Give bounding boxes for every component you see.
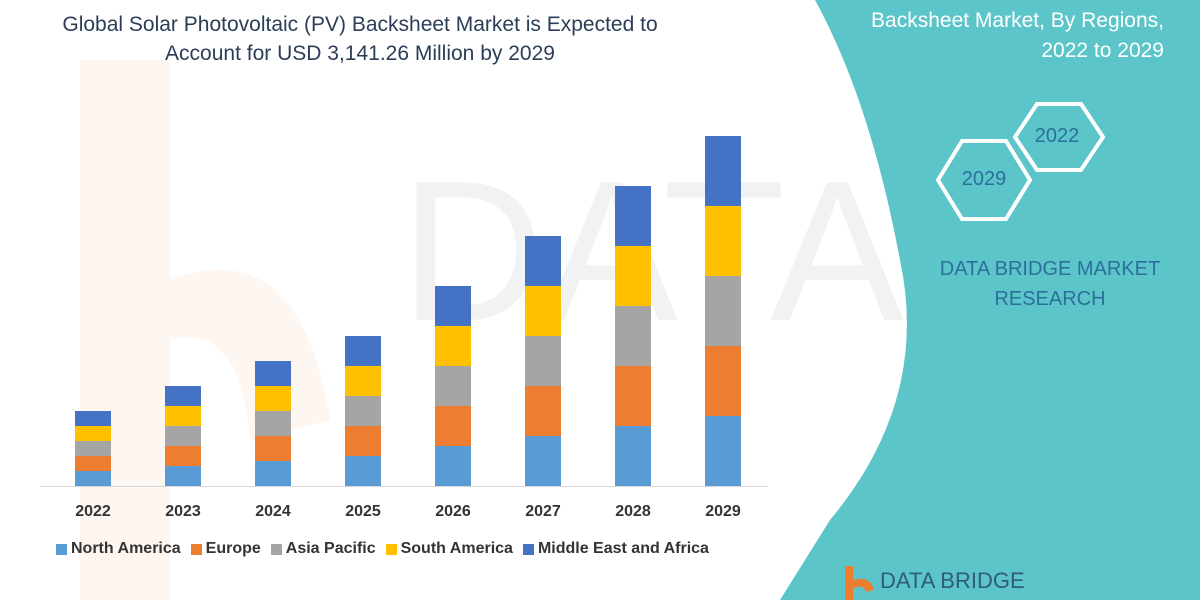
legend-label: South America	[400, 540, 513, 557]
bar-2023-europe	[165, 446, 201, 466]
legend-label: Middle East and Africa	[537, 540, 709, 557]
x-tick-2029: 2029	[705, 503, 741, 520]
bar-2028-asia-pacific	[615, 306, 651, 366]
x-tick-2028: 2028	[615, 503, 651, 520]
bar-2029-europe	[705, 346, 741, 416]
legend-swatch	[385, 543, 397, 555]
x-tick-2025: 2025	[345, 503, 381, 520]
legend-item: North America	[56, 540, 181, 558]
bar-2024-middle-east-and-africa	[255, 361, 291, 386]
side-title-line-2: 2022 to 2029	[1041, 39, 1164, 62]
bar-2023-north-america	[165, 466, 201, 486]
bar-2024-europe	[255, 436, 291, 461]
side-title-line-1: Backsheet Market, By Regions,	[871, 9, 1164, 32]
bar-2023-middle-east-and-africa	[165, 386, 201, 406]
legend-swatch	[56, 543, 67, 555]
chart-title: Global Solar Photovoltaic (PV) Backsheet…	[60, 10, 660, 68]
bar-2022-south-america	[75, 426, 111, 441]
bar-2028-north-america	[615, 426, 651, 486]
x-tick-2022: 2022	[75, 503, 111, 520]
bar-2024-north-america	[255, 461, 291, 486]
bars	[75, 136, 741, 486]
bar-2026-europe	[435, 406, 471, 446]
x-tick-2027: 2027	[525, 503, 561, 520]
title-line-2: Account for USD 3,141.26 Million by 2029	[165, 42, 555, 65]
bar-2029-middle-east-and-africa	[705, 136, 741, 206]
bar-2023-south-america	[165, 406, 201, 426]
x-tick-2026: 2026	[435, 503, 471, 520]
bar-2026-north-america	[435, 446, 471, 486]
bar-2025-south-america	[345, 366, 381, 396]
bar-2029-north-america	[705, 416, 741, 486]
bar-2024-south-america	[255, 386, 291, 411]
brand-text: DATA BRIDGE MARKET RESEARCH	[915, 254, 1185, 314]
bar-2026-asia-pacific	[435, 366, 471, 406]
legend-swatch	[522, 543, 534, 555]
bar-2022-europe	[75, 456, 111, 471]
legend-label: North America	[71, 540, 181, 557]
bar-2027-asia-pacific	[525, 336, 561, 386]
hex-label-2022: 2022	[1034, 125, 1080, 147]
x-tick-2024: 2024	[255, 503, 291, 520]
bar-2027-north-america	[525, 436, 561, 486]
bar-2028-middle-east-and-africa	[615, 186, 651, 246]
bar-2022-asia-pacific	[75, 441, 111, 456]
bar-2024-asia-pacific	[255, 411, 291, 436]
hexagon-2029	[935, 139, 1033, 221]
legend: North America Europe Asia Pacific South Ame…	[56, 540, 709, 558]
bar-2026-middle-east-and-africa	[435, 286, 471, 326]
bar-2029-asia-pacific	[705, 276, 741, 346]
bar-2028-south-america	[615, 246, 651, 306]
legend-label: Europe	[205, 540, 261, 557]
brand-line-2: RESEARCH	[994, 288, 1106, 310]
bar-2027-middle-east-and-africa	[525, 236, 561, 286]
bar-2022-middle-east-and-africa	[75, 411, 111, 426]
bar-2025-europe	[345, 426, 381, 456]
logo-icon	[845, 566, 874, 600]
hex-label-2029: 2029	[961, 168, 1007, 190]
bar-2027-europe	[525, 386, 561, 436]
legend-item: South America	[385, 540, 513, 558]
legend-label: Asia Pacific	[285, 540, 376, 557]
bar-2025-asia-pacific	[345, 396, 381, 426]
bar-2027-south-america	[525, 286, 561, 336]
brand-line-1: DATA BRIDGE MARKET	[939, 258, 1161, 280]
hexagon-2022	[1012, 102, 1106, 172]
legend-item: Europe	[190, 540, 261, 558]
legend-item: Asia Pacific	[270, 540, 376, 558]
bar-2028-europe	[615, 366, 651, 426]
bar-2023-asia-pacific	[165, 426, 201, 446]
legend-swatch	[270, 543, 282, 555]
logo-text: DATA BRIDGE	[880, 568, 1025, 593]
bar-2026-south-america	[435, 326, 471, 366]
side-title: Backsheet Market, By Regions, 2022 to 20…	[804, 6, 1164, 66]
x-tick-2023: 2023	[165, 503, 201, 520]
title-line-1: Global Solar Photovoltaic (PV) Backsheet…	[62, 13, 658, 36]
bar-2029-south-america	[705, 206, 741, 276]
bar-2022-north-america	[75, 471, 111, 486]
legend-swatch	[190, 543, 202, 555]
legend-item: Middle East and Africa	[522, 540, 709, 558]
bar-2025-north-america	[345, 456, 381, 486]
bar-2025-middle-east-and-africa	[345, 336, 381, 366]
